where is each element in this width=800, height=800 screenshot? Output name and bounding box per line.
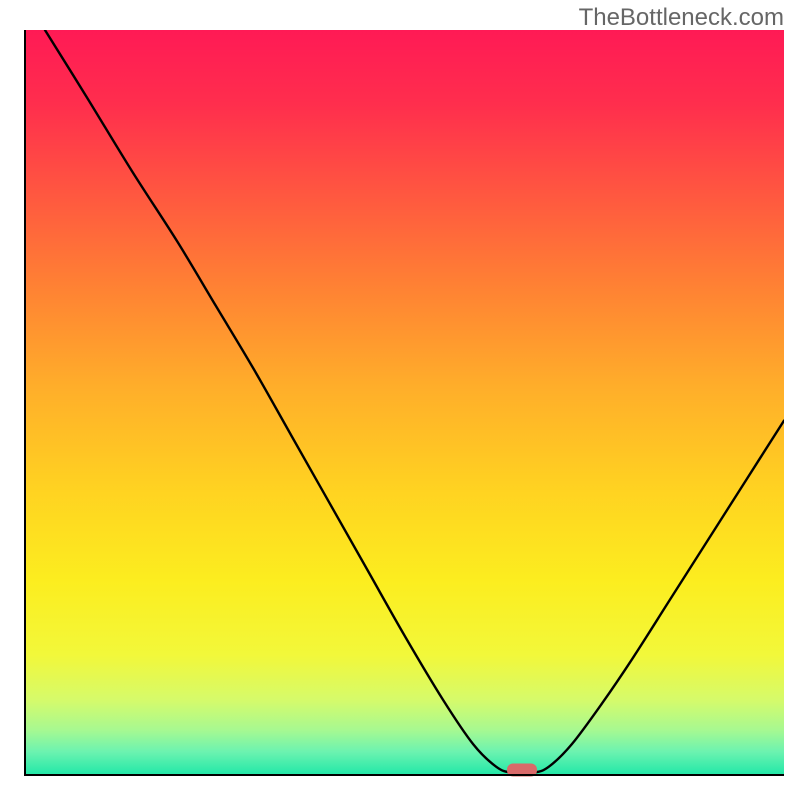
curve-path — [45, 30, 784, 773]
y-axis — [24, 30, 26, 774]
curve-line — [26, 30, 784, 774]
chart-container: TheBottleneck.com — [0, 0, 800, 800]
watermark-text: TheBottleneck.com — [579, 4, 784, 32]
x-axis — [24, 774, 784, 776]
plot-area — [26, 30, 784, 774]
